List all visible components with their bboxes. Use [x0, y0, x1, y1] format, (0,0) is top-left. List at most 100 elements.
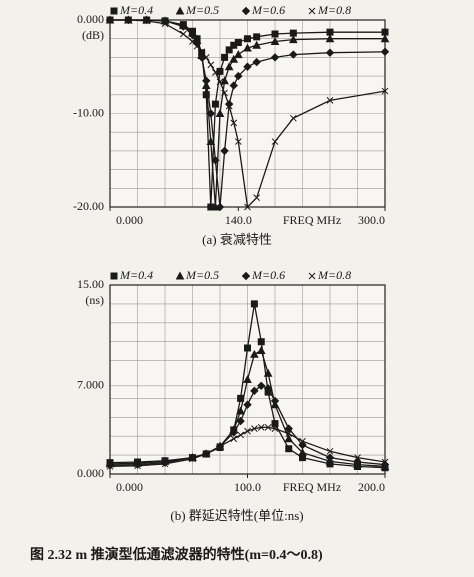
y-tick-label: 0.000	[77, 12, 104, 26]
point-marker	[234, 38, 242, 46]
point-marker	[220, 146, 229, 156]
point-marker	[288, 35, 298, 44]
point-marker	[216, 78, 224, 86]
y-tick-label: -10.00	[73, 105, 104, 119]
point-marker	[289, 50, 298, 59]
point-marker	[189, 455, 196, 463]
legend-marker	[175, 271, 185, 280]
point-marker	[225, 102, 233, 110]
point-marker	[230, 435, 238, 443]
point-marker	[220, 76, 229, 85]
y-tick-label: 15.00	[77, 277, 104, 291]
point-marker	[298, 448, 307, 457]
plot-frame	[109, 284, 386, 475]
point-marker	[285, 445, 293, 453]
point-marker	[325, 34, 335, 43]
point-marker	[257, 381, 266, 391]
point-marker	[212, 69, 219, 76]
y-unit: (dB)	[82, 28, 104, 42]
point-marker	[271, 30, 279, 38]
point-marker	[161, 20, 169, 28]
point-marker	[202, 76, 211, 85]
point-marker	[263, 384, 273, 393]
x-tick-label: 300.0	[358, 213, 385, 227]
point-marker	[381, 458, 389, 466]
point-marker	[244, 427, 251, 435]
series-line	[110, 426, 385, 468]
point-marker	[243, 62, 252, 71]
x-axis-label: FREQ MHz	[283, 213, 341, 227]
point-marker	[284, 434, 294, 443]
point-marker	[221, 89, 228, 97]
y-tick-label: 0.000	[77, 466, 104, 480]
point-marker	[299, 437, 306, 445]
legend-label: M=0.4	[119, 268, 153, 282]
y-unit: (ns)	[85, 293, 104, 307]
point-marker	[252, 40, 262, 49]
point-marker	[285, 430, 293, 438]
legend-label: M=0.6	[251, 268, 285, 282]
point-marker	[250, 300, 258, 308]
legend-label: M=0.6	[251, 3, 285, 17]
point-marker	[289, 114, 297, 122]
point-marker	[257, 338, 265, 346]
legend-marker	[110, 7, 118, 15]
point-marker	[134, 462, 141, 470]
legend-label: M=0.4	[119, 3, 153, 17]
x-axis-label: FREQ MHz	[283, 480, 341, 494]
point-marker	[251, 425, 258, 432]
point-marker	[326, 447, 334, 455]
point-marker	[179, 30, 187, 38]
point-marker	[256, 345, 266, 355]
point-marker	[243, 43, 252, 52]
caption: (b) 群延迟特性(单位:ns)	[170, 508, 303, 523]
point-marker	[229, 54, 239, 63]
legend-label: M=0.5	[185, 268, 219, 282]
point-marker	[202, 450, 210, 458]
point-marker	[253, 33, 261, 41]
point-marker	[270, 36, 280, 46]
point-marker	[250, 386, 259, 396]
point-marker	[206, 109, 216, 118]
point-marker	[215, 108, 225, 117]
point-marker	[271, 420, 279, 428]
point-marker	[236, 406, 245, 415]
point-marker	[381, 87, 389, 95]
series-line	[110, 385, 385, 466]
point-marker	[354, 454, 361, 461]
point-marker	[353, 457, 362, 467]
point-marker	[289, 29, 297, 37]
x-tick-label: 140.0	[225, 213, 252, 227]
series-line	[110, 19, 385, 209]
point-marker	[207, 61, 215, 69]
point-marker	[221, 53, 229, 61]
point-marker	[234, 138, 242, 145]
x-tick-label: 200.0	[358, 480, 385, 494]
point-marker	[253, 194, 261, 202]
point-marker	[211, 156, 220, 165]
point-marker	[179, 22, 188, 31]
point-marker	[215, 202, 225, 212]
point-marker	[193, 42, 201, 50]
point-marker	[243, 400, 252, 409]
point-marker	[198, 48, 206, 56]
point-marker	[263, 368, 273, 377]
point-marker	[229, 428, 238, 437]
point-marker	[270, 396, 280, 406]
point-marker	[224, 62, 234, 71]
point-marker	[106, 463, 114, 470]
point-marker	[243, 374, 252, 383]
y-tick-label: -20.00	[73, 199, 104, 213]
point-marker	[229, 81, 238, 90]
point-marker	[244, 203, 251, 211]
caption: (a) 衰减特性	[202, 232, 272, 247]
point-marker	[197, 53, 206, 62]
legend-marker	[241, 271, 251, 281]
point-marker	[237, 431, 244, 439]
point-marker	[143, 17, 151, 25]
legend-marker	[175, 6, 185, 15]
point-marker	[244, 35, 251, 43]
point-marker	[284, 424, 293, 433]
point-marker	[236, 416, 245, 426]
